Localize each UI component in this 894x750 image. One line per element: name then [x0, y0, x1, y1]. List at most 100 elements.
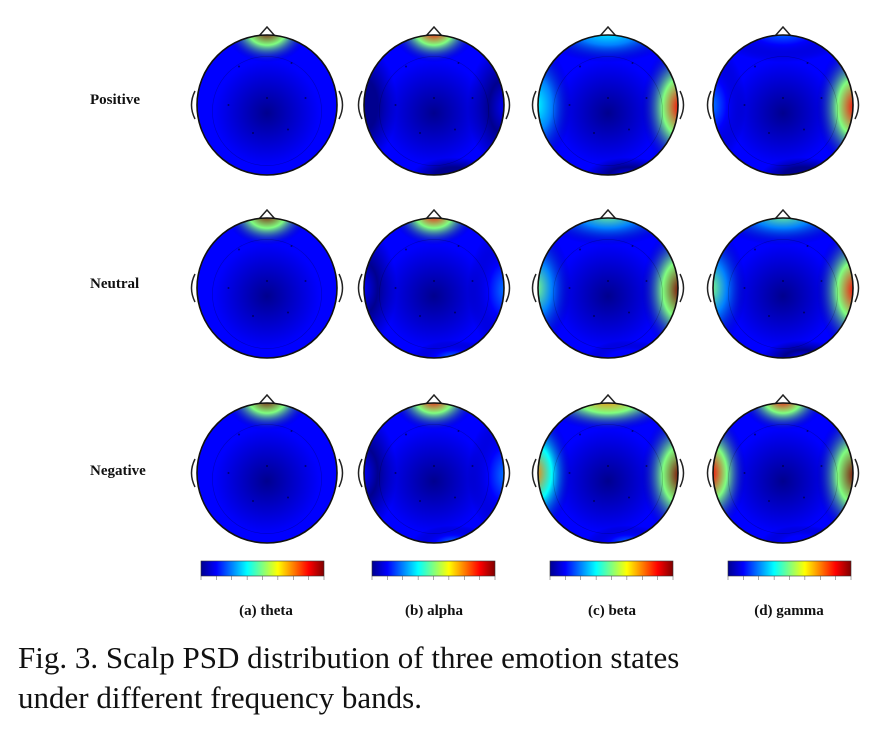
- scalp-map-neutral-gamma: [706, 208, 860, 359]
- electrode-dot: [304, 97, 307, 99]
- electrode-dot: [768, 132, 770, 134]
- activation-region-right: [467, 412, 504, 538]
- activation-region-front: [225, 35, 309, 63]
- contour-line: [379, 239, 489, 349]
- electrode-dot: [803, 311, 805, 314]
- row-label-negative: Negative: [90, 463, 146, 479]
- electrode-dot: [628, 311, 630, 314]
- electrode-dot: [304, 465, 307, 467]
- scalp-map-positive-theta: [190, 25, 344, 176]
- electrode-dot: [820, 465, 823, 467]
- electrode-dot: [743, 472, 746, 474]
- contour-line: [728, 424, 838, 534]
- electrode-dot: [405, 65, 407, 68]
- electrode-dot: [768, 500, 770, 502]
- electrode-dot: [227, 472, 230, 474]
- head-outline: [712, 402, 854, 544]
- contour-line: [212, 239, 322, 349]
- nose-mark: [425, 208, 443, 220]
- scalp-map-neutral-beta: [531, 208, 685, 359]
- nose-mark: [774, 25, 792, 37]
- map-center-region: [381, 243, 487, 349]
- electrode-dot: [304, 280, 307, 282]
- scalp-maps-grid: [190, 25, 860, 580]
- electrode-dot: [287, 311, 289, 314]
- activation-region-left: [538, 413, 571, 533]
- nose-mark: [425, 393, 443, 405]
- left-ear-mark: [531, 90, 537, 120]
- electrode-dot: [394, 104, 397, 106]
- map-center-region: [381, 60, 487, 166]
- electrode-dot: [238, 248, 240, 251]
- right-ear-mark: [505, 90, 511, 120]
- scalp-map-positive-alpha: [357, 25, 511, 176]
- right-ear-mark: [854, 458, 860, 488]
- electrode-dot: [238, 65, 240, 68]
- colorbar-gamma: [727, 560, 852, 580]
- scalp-map-negative-beta: [531, 393, 685, 544]
- head-outline: [537, 402, 679, 544]
- electrode-dot: [394, 472, 397, 474]
- activation-region-front: [539, 35, 677, 63]
- nose-mark: [599, 208, 617, 220]
- electrode-dot: [433, 97, 435, 99]
- right-ear-mark: [854, 273, 860, 303]
- right-ear-mark: [505, 458, 511, 488]
- head-outline: [537, 217, 679, 359]
- contour-line: [553, 424, 663, 534]
- activation-region-front: [225, 403, 309, 431]
- electrode-dot: [782, 465, 784, 467]
- activation-region-right: [467, 227, 504, 353]
- electrode-dot: [593, 500, 595, 502]
- electrode-dot: [607, 97, 609, 99]
- electrode-dot: [628, 496, 630, 499]
- activation-region-left: [713, 45, 746, 165]
- electrode-dot: [593, 315, 595, 317]
- caption-line-1: Fig. 3. Scalp PSD distribution of three …: [18, 640, 680, 675]
- left-ear-mark: [706, 458, 712, 488]
- electrode-dot: [754, 65, 756, 68]
- head-outline: [712, 217, 854, 359]
- electrode-dot: [252, 315, 254, 317]
- map-center-region: [555, 243, 661, 349]
- activation-region-left: [713, 228, 746, 348]
- map-center-region: [730, 243, 836, 349]
- electrode-dot: [287, 496, 289, 499]
- colorbar-alpha: [371, 560, 496, 580]
- left-ear-mark: [190, 90, 196, 120]
- electrode-dot: [454, 496, 456, 499]
- activation-region-right: [641, 412, 678, 538]
- electrode-dot: [631, 245, 634, 247]
- electrode-dot: [768, 315, 770, 317]
- electrode-dot: [645, 280, 648, 282]
- electrode-dot: [419, 132, 421, 134]
- electrode-dot: [457, 430, 460, 432]
- activation-region-left: [538, 228, 571, 348]
- electrode-dot: [803, 128, 805, 131]
- nose-mark: [258, 208, 276, 220]
- activation-region-left: [364, 45, 397, 165]
- electrode-dot: [419, 315, 421, 317]
- contour-line: [379, 424, 489, 534]
- right-ear-mark: [854, 90, 860, 120]
- nose-mark: [774, 208, 792, 220]
- col-label-theta: (a) theta: [239, 603, 293, 619]
- head-outline: [196, 402, 338, 544]
- activation-region-front: [539, 403, 677, 431]
- colorbar-beta: [549, 560, 674, 580]
- electrode-dot: [593, 132, 595, 134]
- electrode-dot: [287, 128, 289, 131]
- electrode-dot: [645, 97, 648, 99]
- activation-region-front: [714, 218, 852, 246]
- colorbar-gradient: [200, 560, 325, 577]
- right-ear-mark: [679, 458, 685, 488]
- scalp-map-neutral-theta: [190, 208, 344, 359]
- electrode-dot: [806, 430, 809, 432]
- electrode-dot: [743, 287, 746, 289]
- contour-line: [553, 239, 663, 349]
- left-ear-mark: [190, 273, 196, 303]
- activation-region-right: [816, 227, 853, 353]
- head-outline: [196, 217, 338, 359]
- electrode-dot: [568, 472, 571, 474]
- electrode-dot: [433, 280, 435, 282]
